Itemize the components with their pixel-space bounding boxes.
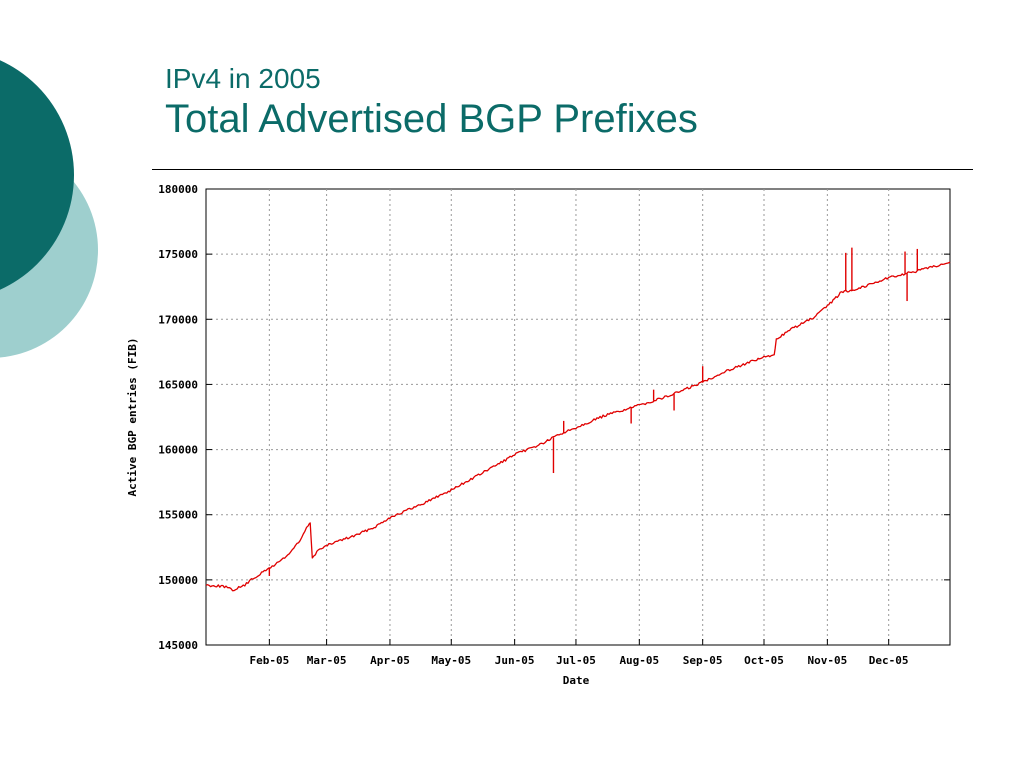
y-tick-label: 145000: [158, 639, 198, 652]
y-tick-label: 175000: [158, 248, 198, 261]
x-tick-label: Dec-05: [869, 654, 909, 667]
grid-lines: [206, 189, 950, 645]
y-tick-label: 170000: [158, 313, 198, 326]
series-layer: [205, 247, 951, 592]
plot-frame: [205, 188, 951, 646]
title-block: IPv4 in 2005 Total Advertised BGP Prefix…: [165, 62, 698, 142]
y-axis-ticks: 145000 150000 155000 160000 165000 170000 1750…: [158, 183, 950, 652]
title-divider: [152, 169, 973, 170]
slide-title: Total Advertised BGP Prefixes: [165, 97, 698, 141]
x-axis-ticks: Feb-05 Mar-05 Apr-05 May-05 Jun-05 Jul-05 Aug-…: [249, 639, 909, 667]
x-axis-title: Date: [563, 674, 590, 687]
x-tick-label: Sep-05: [683, 654, 723, 667]
x-tick-label: Oct-05: [744, 654, 784, 667]
x-tick-label: Mar-05: [307, 654, 347, 667]
x-tick-label: Nov-05: [807, 654, 847, 667]
x-tick-label: Jul-05: [556, 654, 596, 667]
x-tick-label: Apr-05: [370, 654, 410, 667]
series-line: [205, 261, 951, 592]
y-tick-label: 165000: [158, 378, 198, 391]
x-tick-label: Feb-05: [249, 654, 289, 667]
y-tick-label: 160000: [158, 444, 198, 457]
dark-teal-circle: [0, 60, 74, 290]
y-tick-label: 180000: [158, 183, 198, 196]
x-tick-label: May-05: [431, 654, 471, 667]
y-tick-label: 150000: [158, 574, 198, 587]
slide-subtitle: IPv4 in 2005: [165, 63, 321, 94]
slide-decoration: [0, 60, 98, 358]
y-axis-title: Active BGP entries (FIB): [126, 338, 139, 497]
x-tick-label: Aug-05: [619, 654, 659, 667]
y-tick-label: 155000: [158, 509, 198, 522]
x-tick-label: Jun-05: [495, 654, 535, 667]
